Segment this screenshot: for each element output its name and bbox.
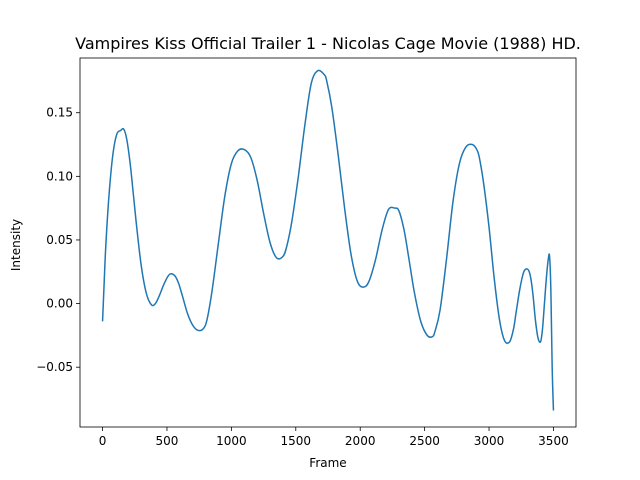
x-tick-label: 1500 (281, 434, 312, 448)
x-tick-label: 500 (156, 434, 179, 448)
y-tick-label: −0.05 (36, 360, 73, 374)
plot-area (101, 69, 555, 411)
y-tick-label: 0.00 (46, 297, 73, 311)
y-tick-label: 0.10 (46, 169, 73, 183)
x-axis-label: Frame (309, 456, 346, 470)
y-axis: −0.05 0.00 0.05 0.10 0.15 (36, 106, 80, 374)
series-line (101, 69, 555, 411)
x-tick-label: 2000 (345, 434, 376, 448)
y-tick-label: 0.15 (46, 106, 73, 120)
x-tick-label: 3000 (474, 434, 505, 448)
x-tick-label: 1000 (216, 434, 247, 448)
y-axis-label: Intensity (9, 219, 23, 271)
plot-frame (79, 57, 577, 428)
x-axis: 0 500 1000 1500 2000 2500 3000 3500 (99, 427, 569, 448)
x-tick-label: 2500 (409, 434, 440, 448)
chart-title: Vampires Kiss Official Trailer 1 - Nicol… (75, 34, 581, 53)
y-tick-label: 0.05 (46, 233, 73, 247)
x-tick-label: 0 (99, 434, 107, 448)
x-tick-label: 3500 (538, 434, 569, 448)
